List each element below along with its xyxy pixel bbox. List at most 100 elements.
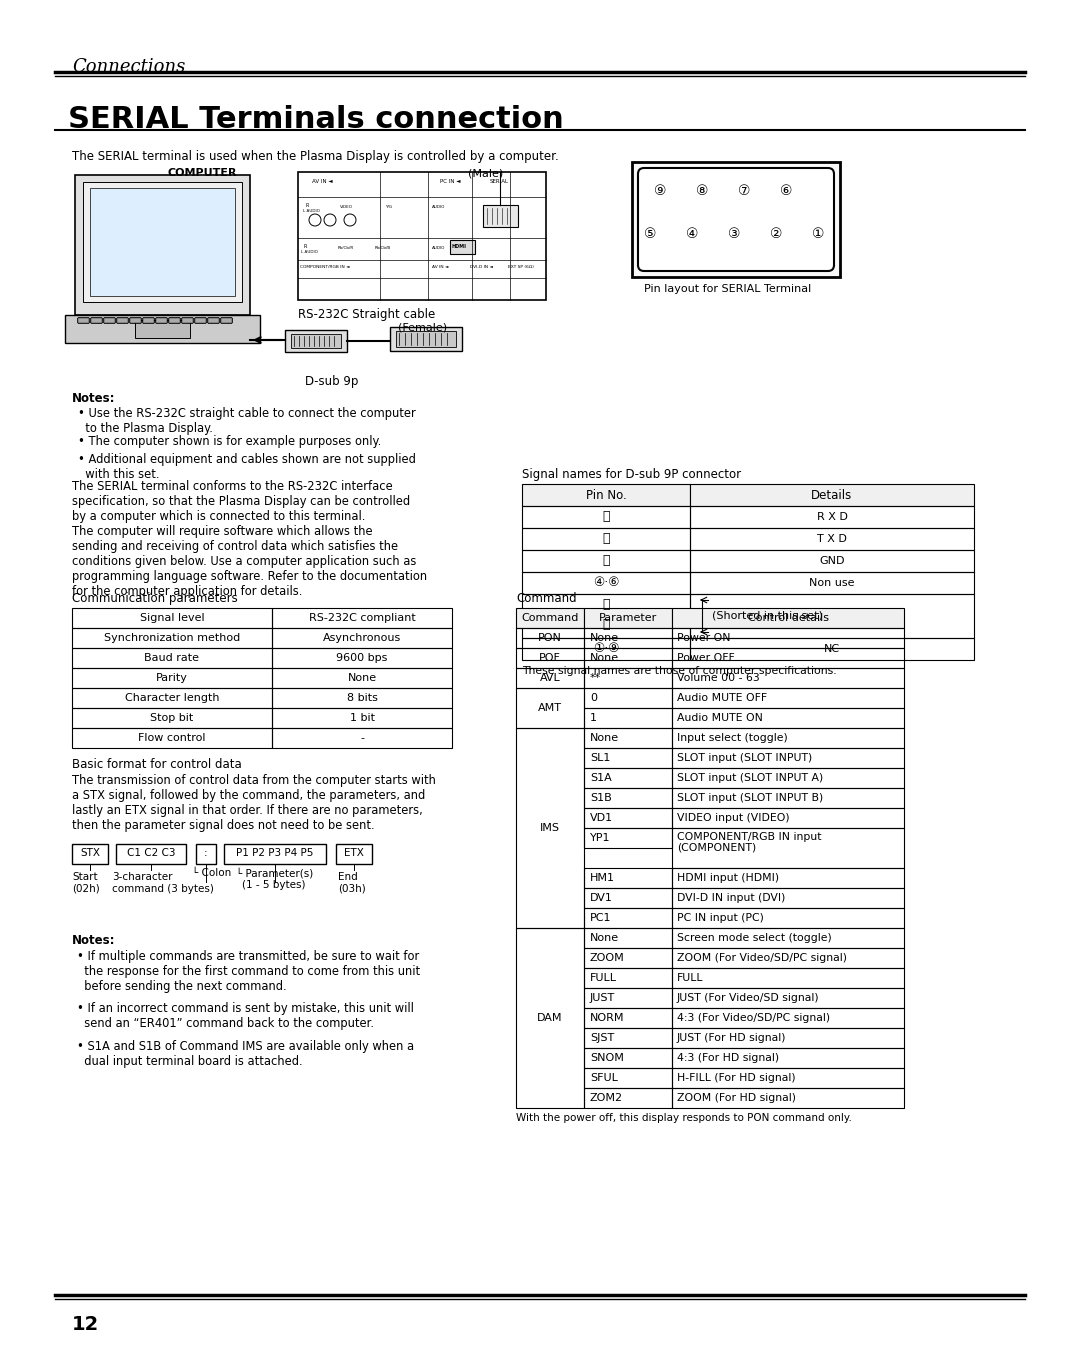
Text: None: None <box>348 673 377 682</box>
Bar <box>104 318 114 324</box>
Text: H-FILL (For HD signal): H-FILL (For HD signal) <box>677 1072 796 1083</box>
Bar <box>584 1028 672 1048</box>
Text: AV IN ◄: AV IN ◄ <box>312 179 333 184</box>
Text: COMPONENT/RGB IN input: COMPONENT/RGB IN input <box>677 831 822 842</box>
Bar <box>168 318 180 324</box>
Bar <box>143 318 154 324</box>
Bar <box>195 318 206 324</box>
Text: Start
(02h): Start (02h) <box>72 872 99 894</box>
Text: The SERIAL terminal conforms to the RS-232C interface
specification, so that the: The SERIAL terminal conforms to the RS-2… <box>72 481 427 598</box>
Bar <box>183 318 193 324</box>
Bar <box>130 318 141 324</box>
Bar <box>168 318 180 324</box>
Text: Asynchronous: Asynchronous <box>323 634 401 643</box>
Text: HDMI: HDMI <box>453 244 467 249</box>
Bar <box>690 483 974 506</box>
Bar <box>78 318 89 324</box>
Text: NC: NC <box>824 645 840 654</box>
Bar <box>584 829 672 848</box>
Bar <box>117 318 129 324</box>
Bar <box>516 668 584 688</box>
Bar <box>208 318 219 324</box>
Bar <box>522 594 690 638</box>
Text: With the power off, this display responds to PON command only.: With the power off, this display respond… <box>516 1113 852 1122</box>
Bar <box>584 788 672 808</box>
Bar <box>195 318 206 324</box>
Bar <box>285 330 347 352</box>
Bar <box>272 728 453 747</box>
Bar <box>208 318 219 324</box>
Text: ⑦: ⑦ <box>738 184 751 198</box>
Bar <box>91 318 102 324</box>
Bar <box>72 844 108 864</box>
Text: Command: Command <box>522 613 579 623</box>
Text: DVI-D IN input (DVI): DVI-D IN input (DVI) <box>677 894 785 903</box>
Text: SNOM: SNOM <box>590 1053 624 1063</box>
Bar <box>690 550 974 571</box>
Text: HM1: HM1 <box>590 873 615 883</box>
Text: Synchronization method: Synchronization method <box>104 634 240 643</box>
Text: -: - <box>360 733 364 743</box>
Bar <box>156 318 167 324</box>
Bar <box>272 708 453 728</box>
FancyBboxPatch shape <box>638 168 834 271</box>
Bar <box>78 318 89 324</box>
Text: (COMPONENT): (COMPONENT) <box>677 842 756 852</box>
Bar <box>116 844 186 864</box>
Bar <box>78 318 89 324</box>
Bar <box>584 988 672 1007</box>
Bar <box>72 668 272 688</box>
Bar <box>130 318 141 324</box>
Bar <box>156 318 167 324</box>
Bar <box>672 649 904 668</box>
Bar <box>221 318 232 324</box>
Text: R: R <box>305 203 309 209</box>
Bar <box>690 506 974 528</box>
Bar <box>672 829 904 868</box>
Bar <box>584 968 672 988</box>
Text: ⓔ: ⓔ <box>603 555 610 567</box>
Bar <box>117 318 129 324</box>
Bar <box>672 888 904 909</box>
Text: SLOT input (SLOT INPUT B): SLOT input (SLOT INPUT B) <box>677 793 823 803</box>
Text: The transmission of control data from the computer starts with
a STX signal, fol: The transmission of control data from th… <box>72 774 436 831</box>
Text: S1A: S1A <box>590 773 611 783</box>
Text: AUDIO: AUDIO <box>432 204 445 209</box>
Bar <box>272 688 453 708</box>
Bar <box>522 571 690 594</box>
Bar <box>522 483 690 506</box>
Bar <box>91 318 102 324</box>
Text: PC1: PC1 <box>590 913 611 923</box>
Bar <box>221 318 232 324</box>
Bar <box>117 318 129 324</box>
Bar <box>117 318 129 324</box>
Text: RS-232C Straight cable: RS-232C Straight cable <box>298 307 435 321</box>
Text: PC IN ◄: PC IN ◄ <box>440 179 460 184</box>
Text: Audio MUTE ON: Audio MUTE ON <box>677 714 762 723</box>
Text: Pb/Cb/B: Pb/Cb/B <box>375 246 391 250</box>
Text: GND: GND <box>820 556 845 566</box>
Text: ①·⑨: ①·⑨ <box>593 643 619 655</box>
Bar <box>516 688 584 728</box>
Text: • Additional equipment and cables shown are not supplied
  with this set.: • Additional equipment and cables shown … <box>78 454 416 481</box>
Bar <box>390 328 462 351</box>
Bar <box>690 638 974 659</box>
Bar <box>183 318 193 324</box>
Text: YP1: YP1 <box>590 833 610 844</box>
Bar <box>208 318 219 324</box>
Bar <box>156 318 167 324</box>
Bar <box>672 1007 904 1028</box>
Bar <box>221 318 232 324</box>
Bar <box>272 649 453 668</box>
Bar <box>104 318 114 324</box>
Text: None: None <box>590 634 619 643</box>
Bar <box>75 175 249 315</box>
Text: These signal names are those of computer specifications.: These signal names are those of computer… <box>522 666 837 676</box>
Text: VIDEO input (VIDEO): VIDEO input (VIDEO) <box>677 812 789 823</box>
Text: :: : <box>204 848 207 858</box>
Bar <box>104 318 114 324</box>
Bar <box>584 1048 672 1068</box>
Bar <box>584 688 672 708</box>
Bar <box>72 688 272 708</box>
Bar <box>336 844 372 864</box>
